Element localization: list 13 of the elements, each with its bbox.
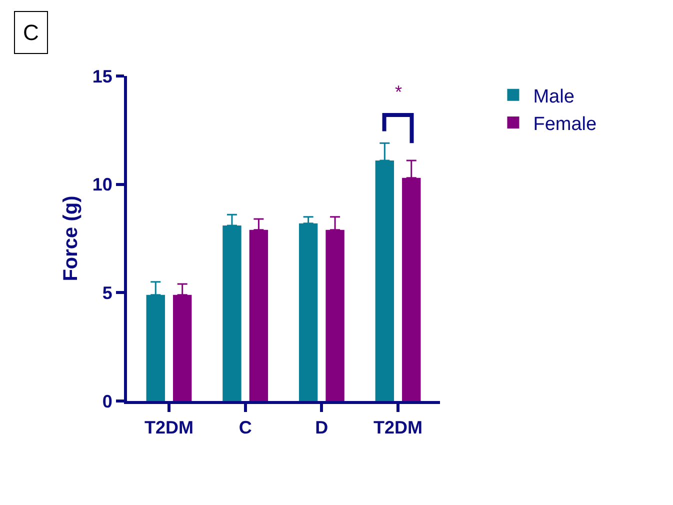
x-tick-label: D	[315, 418, 328, 438]
y-tick-label: 10	[92, 174, 112, 195]
y-axis-title: Force (g)	[60, 196, 82, 282]
text: C	[23, 20, 39, 45]
legend-label: Male	[533, 86, 574, 108]
y-tick-label: 15	[92, 66, 112, 86]
y-tick-label: 0	[102, 391, 112, 412]
annotation: *	[395, 82, 402, 102]
x-tick-label: C	[238, 418, 252, 438]
x-tick-label: T2DM	[144, 418, 194, 438]
legend-label: Female	[533, 114, 597, 135]
x-tick-label: T2DM	[374, 418, 423, 438]
y-tick-label: 5	[102, 282, 112, 303]
